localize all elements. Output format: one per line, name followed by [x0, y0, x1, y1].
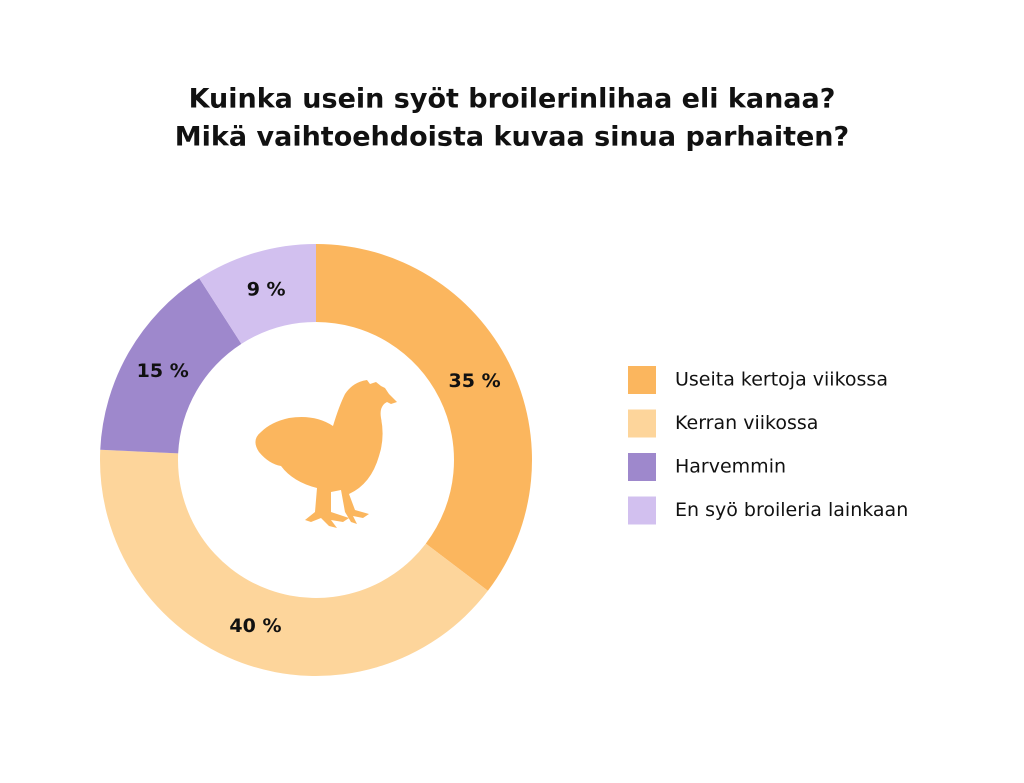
donut-slice — [99, 449, 488, 676]
donut-slice — [100, 278, 242, 454]
legend-swatch — [628, 409, 656, 438]
donut-slice — [316, 244, 533, 591]
legend-label: Useita kertoja viikossa — [675, 369, 888, 391]
chicken-icon — [255, 380, 397, 528]
value-label: 15 % — [137, 360, 189, 382]
legend-label: Kerran viikossa — [675, 412, 818, 434]
legend-label: En syö broileria lainkaan — [675, 499, 908, 521]
value-label: 35 % — [449, 370, 501, 392]
legend-label: Harvemmin — [675, 456, 786, 478]
donut-slice — [199, 244, 316, 344]
legend-swatch — [628, 496, 656, 525]
chart-title: Kuinka usein syöt broilerinlihaa eli kan… — [189, 84, 836, 115]
legend-swatch — [628, 453, 656, 481]
value-label: 40 % — [229, 615, 281, 637]
chart-title: Mikä vaihtoehdoista kuvaa sinua parhaite… — [175, 122, 849, 153]
value-label: 9 % — [247, 279, 286, 301]
legend-swatch — [628, 366, 656, 394]
